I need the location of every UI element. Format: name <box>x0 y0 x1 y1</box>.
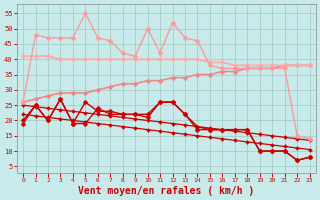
X-axis label: Vent moyen/en rafales ( km/h ): Vent moyen/en rafales ( km/h ) <box>78 186 254 196</box>
